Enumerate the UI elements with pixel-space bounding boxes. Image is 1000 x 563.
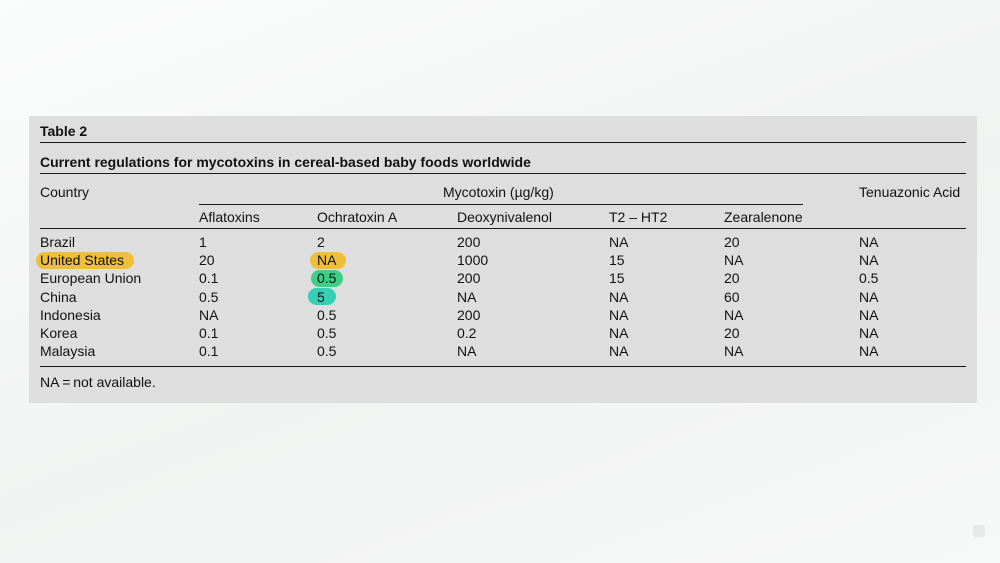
table-cell: 20 [724,234,740,250]
table-cell: 200 [457,270,481,287]
table-cell: 0.5 [199,288,219,305]
table-cell: NA [859,234,879,250]
table-cell: NA [457,288,477,305]
table-footnote: NA = not available. [40,374,156,390]
header-mycotoxin-group: Mycotoxin (µg/kg) [443,184,554,200]
highlight-china-ochratoxin [308,288,336,305]
table-cell: NA [859,306,879,323]
table-cell: NA [724,252,744,269]
row-country: European Union [40,270,142,287]
table-cell: 1000 [457,252,489,269]
header-country: Country [40,184,90,200]
header-aflatoxins: Aflatoxins [199,209,260,225]
table-cell: NA [317,252,337,269]
rule-top [40,142,966,143]
table-cell: 2 [317,234,325,250]
row-country: Malaysia [40,343,96,360]
table-cell: 200 [457,234,481,250]
table-cell: NA [609,343,629,360]
highlight-united-states [36,252,134,269]
row-country: Brazil [40,234,76,250]
table-cell: 20 [724,270,740,287]
table-cell: NA [859,288,879,305]
rule-under-title [40,173,966,174]
highlight-us-ochratoxin [310,252,346,269]
table-cell: 0.5 [317,343,337,360]
table-cell: 0.1 [199,343,219,360]
table-cell: NA [859,343,879,360]
table-cell: 0.2 [457,325,477,341]
table-cell: NA [199,306,219,323]
header-t2-ht2: T2 – HT2 [609,209,668,225]
table-title: Current regulations for mycotoxins in ce… [40,154,531,170]
table-cell: NA [724,343,744,360]
table-label: Table 2 [40,123,88,139]
table-cell: 15 [609,252,625,269]
table-cell: NA [609,288,629,305]
header-deoxynivalenol: Deoxynivalenol [457,209,552,225]
table-cell: 20 [199,252,215,269]
header-zearalenone: Zearalenone [724,209,803,225]
table-cell: NA [859,252,879,269]
table-cell: 0.5 [317,270,337,287]
header-tenuazonic-acid: Tenuazonic Acid [859,184,961,200]
table-cell: NA [609,306,629,323]
row-country: Korea [40,325,78,341]
table-cell: NA [609,234,629,250]
table-cell: NA [724,306,744,323]
table-cell: NA [859,325,879,341]
table-cell: 0.1 [199,270,219,287]
table-cell: 0.5 [859,270,879,287]
highlight-eu-ochratoxin [311,270,343,287]
table-cell: 0.1 [199,325,219,341]
table-cell: 0.5 [317,306,337,323]
table-panel: Table 2 Current regulations for mycotoxi… [29,116,977,403]
row-country: Indonesia [40,306,101,323]
table-cell: 0.5 [317,325,337,341]
rule-mycotoxin-span [199,204,803,205]
rule-bottom [40,366,966,367]
row-country: United States [40,252,125,269]
table-cell: 20 [724,325,740,341]
rule-header-bottom [40,228,966,229]
table-cell: 5 [317,288,325,305]
table-cell: NA [457,343,477,360]
table-cell: NA [609,325,629,341]
corner-badge-icon [973,525,985,537]
table-cell: 1 [199,234,207,250]
header-ochratoxin-a: Ochratoxin A [317,209,398,225]
table-cell: 60 [724,288,740,305]
table-cell: 15 [609,270,625,287]
row-country: China [40,288,77,305]
table-cell: 200 [457,306,481,323]
